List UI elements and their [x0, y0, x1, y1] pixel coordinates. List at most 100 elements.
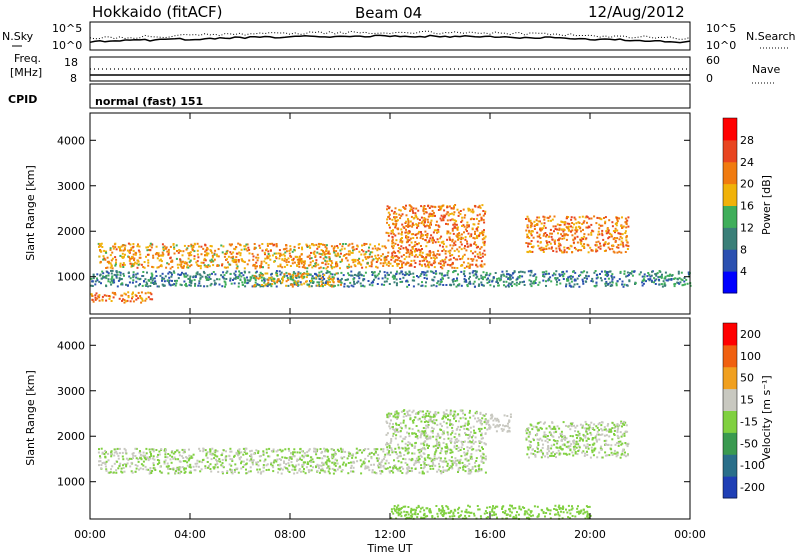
range-cell — [542, 227, 544, 229]
range-cell — [486, 274, 488, 276]
range-cell — [222, 245, 224, 247]
range-cell — [104, 276, 106, 278]
range-cell — [387, 453, 389, 455]
range-cell — [407, 469, 409, 471]
range-cell — [115, 259, 117, 261]
range-cell — [100, 245, 102, 247]
range-cell — [389, 227, 391, 229]
range-cell — [423, 427, 425, 429]
range-cell — [471, 264, 473, 266]
range-cell — [148, 280, 150, 282]
range-cell — [128, 272, 130, 274]
range-cell — [170, 276, 172, 278]
range-cell — [383, 465, 385, 467]
range-cell — [140, 454, 142, 456]
range-cell — [337, 255, 339, 257]
range-cell — [560, 440, 562, 442]
range-cell — [294, 262, 296, 264]
range-cell — [542, 444, 544, 446]
range-cell — [449, 459, 451, 461]
range-cell — [571, 216, 573, 218]
range-cell — [219, 461, 221, 463]
range-cell — [625, 251, 627, 253]
range-cell — [473, 218, 475, 220]
range-cell — [458, 435, 460, 437]
range-cell — [555, 270, 557, 272]
range-cell — [310, 465, 312, 467]
range-cell — [399, 467, 401, 469]
range-cell — [473, 275, 475, 277]
range-cell — [162, 243, 164, 245]
range-cell — [318, 467, 320, 469]
range-cell — [620, 252, 622, 254]
range-cell — [571, 281, 573, 283]
range-cell — [212, 264, 214, 266]
range-cell — [377, 454, 379, 456]
range-cell — [623, 421, 625, 423]
range-cell — [388, 425, 390, 427]
range-cell — [405, 443, 407, 445]
range-cell — [448, 259, 450, 261]
range-cell — [382, 245, 384, 247]
range-cell — [586, 451, 588, 453]
range-cell — [408, 222, 410, 224]
range-cell — [529, 250, 531, 252]
range-cell — [389, 466, 391, 468]
range-cell — [356, 460, 358, 462]
range-cell — [635, 282, 637, 284]
range-cell — [427, 410, 429, 412]
range-cell — [326, 459, 328, 461]
range-cell — [253, 255, 255, 257]
range-cell — [205, 266, 207, 268]
range-cell — [394, 226, 396, 228]
range-cell — [478, 278, 480, 280]
range-cell — [250, 454, 252, 456]
range-cell — [567, 223, 569, 225]
range-cell — [392, 276, 394, 278]
range-cell — [245, 472, 247, 474]
range-cell — [273, 462, 275, 464]
range-cell — [275, 253, 277, 255]
range-cell — [605, 274, 607, 276]
range-cell — [434, 453, 436, 455]
range-cell — [145, 448, 147, 450]
range-cell — [198, 466, 200, 468]
range-cell — [199, 461, 201, 463]
range-cell — [270, 463, 272, 465]
range-cell — [206, 285, 208, 287]
range-cell — [524, 284, 526, 286]
range-cell — [576, 447, 578, 449]
range-cell — [376, 457, 378, 459]
range-cell — [575, 279, 577, 281]
range-cell — [571, 251, 573, 253]
range-cell — [296, 264, 298, 266]
range-cell — [467, 450, 469, 452]
range-cell — [263, 464, 265, 466]
range-cell — [570, 225, 572, 227]
nsearch-label: N.Search — [746, 30, 796, 43]
range-cell — [307, 273, 309, 275]
range-cell — [447, 270, 449, 272]
colorbar-segment — [723, 162, 737, 184]
range-cell — [452, 451, 454, 453]
range-cell — [585, 423, 587, 425]
range-cell — [564, 249, 566, 251]
range-cell — [279, 249, 281, 251]
range-cell — [140, 302, 142, 304]
range-cell — [276, 270, 278, 272]
range-cell — [228, 263, 230, 265]
range-cell — [292, 274, 294, 276]
range-cell — [141, 264, 143, 266]
range-cell — [507, 285, 509, 287]
range-cell — [113, 455, 115, 457]
range-cell — [317, 285, 319, 287]
range-cell — [399, 217, 401, 219]
range-cell — [476, 412, 478, 414]
range-cell — [141, 291, 143, 293]
range-cell — [201, 262, 203, 264]
range-cell — [203, 448, 205, 450]
range-cell — [162, 273, 164, 275]
range-cell — [129, 458, 131, 460]
range-cell — [455, 433, 457, 435]
range-cell — [315, 259, 317, 261]
